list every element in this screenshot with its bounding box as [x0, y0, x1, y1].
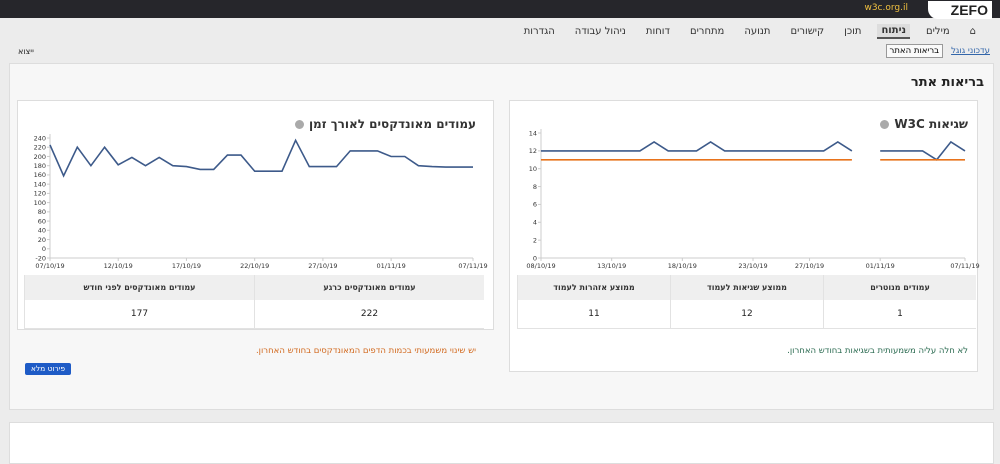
- breadcrumb-current: בריאות האתר: [885, 44, 944, 58]
- card-title: עמודים מאונדקסים לאורך זמן: [294, 117, 476, 131]
- table-row: 1 12 11: [517, 300, 976, 329]
- export-button[interactable]: ייצוא: [18, 47, 34, 56]
- section-title: בריאות אתר: [910, 75, 984, 90]
- help-icon[interactable]: [294, 120, 304, 129]
- card-title: שגיאות W3C: [880, 117, 968, 131]
- help-icon[interactable]: [880, 120, 890, 129]
- w3c-card: [509, 100, 978, 372]
- next-panel: [9, 422, 994, 464]
- nav-item[interactable]: מילים: [926, 25, 950, 37]
- nav-item[interactable]: קישורים: [790, 25, 825, 37]
- title-text: שגיאות W3C: [894, 117, 968, 131]
- nav-item[interactable]: דוחות: [645, 25, 670, 37]
- nav-item[interactable]: תוכן: [844, 25, 862, 37]
- site-link[interactable]: w3c.org.il: [864, 3, 908, 13]
- top-bar: [0, 0, 1000, 18]
- value-cell: 222: [254, 300, 484, 328]
- value-cell: 177: [24, 300, 254, 328]
- table-header: עמודים מאונדקסים כרגע עמודים מאונדקסים ל…: [24, 275, 484, 300]
- header-cell: עמודים מנוטרים: [823, 275, 976, 300]
- nav: ⌂ מילים ניתוח תוכן קישורים תנועה מתחרים …: [520, 22, 980, 40]
- breadcrumb: עדכוני גוגל בריאות האתר: [885, 44, 990, 58]
- table-header: עמודים מנוטרים ממוצע שגיאות לעמוד ממוצע …: [517, 275, 976, 300]
- nav-item[interactable]: ניתוח: [877, 23, 911, 39]
- nav-item[interactable]: תנועה: [744, 25, 771, 37]
- note: לא חלה עליה משמעותית בשגיאות בחודש האחרו…: [787, 346, 968, 356]
- value-cell: 12: [670, 300, 823, 328]
- logo[interactable]: ZEFO: [928, 1, 992, 19]
- breadcrumb-link[interactable]: עדכוני גוגל: [951, 46, 990, 56]
- table-row: 222 177: [24, 300, 484, 329]
- nav-item[interactable]: ניהול עבודה: [574, 25, 626, 37]
- details-button[interactable]: פירוט מלא: [25, 363, 71, 375]
- home-icon[interactable]: ⌂: [969, 25, 976, 37]
- value-cell: 1: [823, 300, 976, 328]
- header-cell: עמודים מאונדקסים כרגע: [254, 275, 484, 300]
- nav-item[interactable]: הגדרות: [523, 25, 555, 37]
- header-cell: ממוצע אזהרות לעמוד: [517, 275, 670, 300]
- nav-item[interactable]: מתחרים: [689, 25, 725, 37]
- header-cell: ממוצע שגיאות לעמוד: [670, 275, 823, 300]
- title-text: עמודים מאונדקסים לאורך זמן: [308, 117, 476, 131]
- note: יש שינוי משמעותי בכמות הדפים המאונדקסים …: [255, 346, 476, 356]
- header-cell: עמודים מאונדקסים לפני חודש: [24, 275, 254, 300]
- value-cell: 11: [517, 300, 670, 328]
